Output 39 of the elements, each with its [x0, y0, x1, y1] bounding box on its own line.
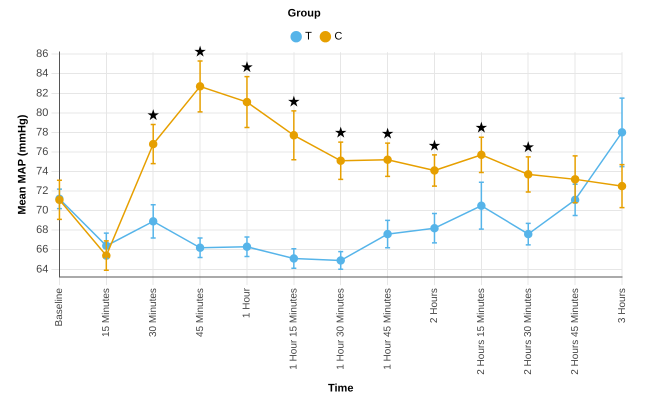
legend-label: T [305, 30, 312, 43]
annotation: ★ [522, 138, 535, 156]
x-tick-label: 3 Hours [616, 288, 628, 324]
legend-label: C [334, 30, 342, 43]
annotation: ★ [380, 124, 394, 143]
x-tick-label: 1 Hour 45 Minutes [382, 288, 394, 370]
x-tick-label: 45 Minutes [194, 288, 206, 338]
legend-title: Group [288, 8, 321, 20]
y-tick-label: 78 [36, 126, 48, 138]
annotation: ★ [240, 58, 254, 76]
y-tick-label: 80 [36, 106, 48, 119]
y-tick-label: 68 [36, 224, 48, 236]
y-tick-label: 86 [36, 48, 48, 60]
x-tick-label: 2 Hours 15 Minutes [476, 288, 488, 375]
annotation: ★ [428, 136, 442, 154]
x-tick-label: Baseline [54, 288, 66, 326]
x-tick-label: 1 Hour [242, 287, 253, 318]
annotation: ★ [287, 92, 301, 110]
x-tick-label: 2 Hours 45 Minutes [570, 288, 581, 375]
y-tick-label: 70 [36, 204, 48, 217]
y-tick-label: 64 [36, 263, 48, 276]
y-tick-label: 66 [36, 244, 48, 256]
y-tick-label: 76 [36, 146, 48, 158]
annotation: ★ [334, 124, 348, 142]
y-tick-label: 84 [36, 68, 48, 80]
x-tick-label: 15 Minutes [101, 288, 112, 338]
y-axis-title: Mean MAP (mmHg) [16, 114, 29, 215]
x-tick-label: 1 Hour 30 Minutes [335, 288, 346, 370]
annotation: ★ [193, 42, 207, 60]
y-tick-label: 74 [36, 166, 48, 178]
x-tick-label: 2 Hours [429, 288, 440, 324]
x-tick-label: 2 Hours 30 Minutes [522, 288, 534, 375]
x-tick-label: 30 Minutes [148, 288, 159, 338]
y-tick-label: 72 [36, 185, 48, 198]
annotation: ★ [146, 106, 160, 124]
y-tick-label: 82 [36, 87, 48, 100]
x-tick-label: 1 Hour 15 Minutes [288, 288, 300, 370]
annotation: ★ [474, 118, 488, 137]
x-axis-title: Time [328, 382, 354, 394]
